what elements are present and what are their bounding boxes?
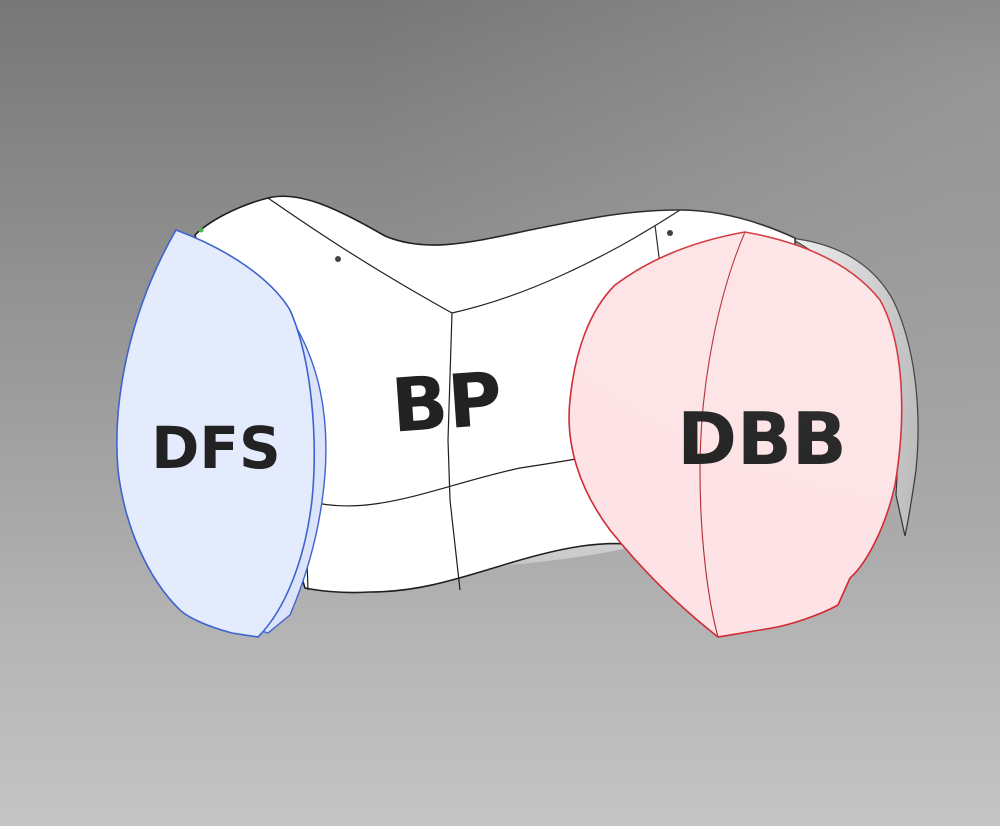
- left-leaflet: [116, 229, 315, 638]
- marker-dot-green: [198, 227, 204, 233]
- marker-dot-left: [335, 256, 341, 262]
- label-dfs: DFS: [151, 414, 281, 482]
- marker-dot-right: [667, 230, 673, 236]
- label-dbb: DBB: [677, 397, 847, 481]
- right-leaflet-seam: [699, 231, 746, 638]
- label-bp: BP: [389, 356, 505, 450]
